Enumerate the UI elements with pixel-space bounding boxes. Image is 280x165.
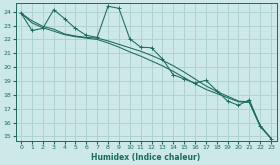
- X-axis label: Humidex (Indice chaleur): Humidex (Indice chaleur): [92, 152, 201, 162]
